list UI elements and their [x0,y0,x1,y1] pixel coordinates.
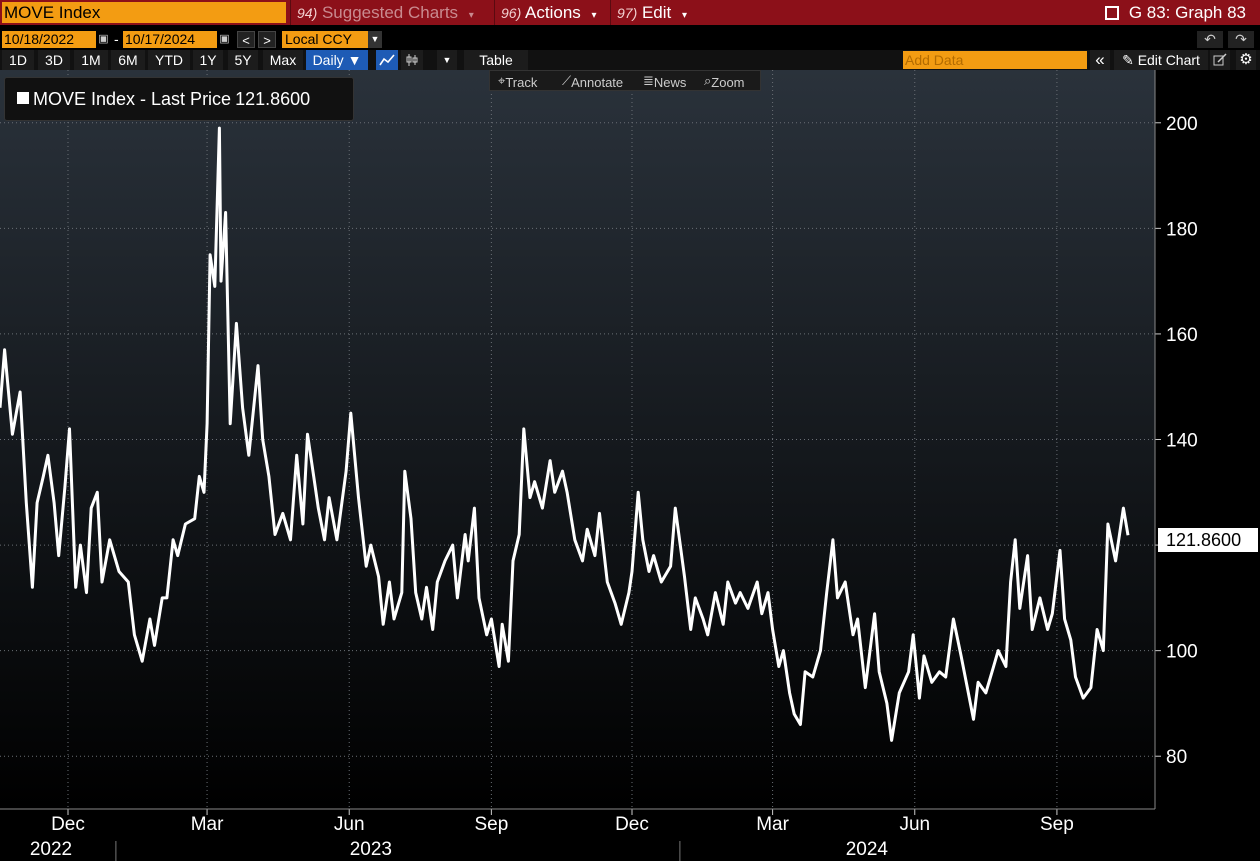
chevron-down-icon: ▾ [468,10,474,21]
frequency-select[interactable]: Daily ▼ [306,50,368,70]
range-1d[interactable]: 1D [2,50,34,70]
year-label: 2022 [30,839,72,860]
news-tool[interactable]: ≣ News [643,73,687,90]
y-tick-label: 100 [1166,642,1198,663]
track-label: Track [505,75,538,90]
currency-label: Local CCY [285,31,352,47]
range-3d[interactable]: 3D [38,50,70,70]
candlestick-glyph [406,54,418,66]
chevron-down-icon: ▾ [591,10,597,21]
chevron-down-icon: ▼ [368,31,382,48]
edit-label: Edit [641,3,672,22]
redo-button[interactable]: ↷ [1228,31,1254,48]
legend-value: 121.8600 [235,89,311,109]
range-1y[interactable]: 1Y [193,50,223,70]
annotate-tool[interactable]: ⟋ Annotate [562,73,624,90]
range-max[interactable]: Max [263,50,303,70]
x-tick-label: Mar [191,814,224,835]
y-tick-label: 80 [1166,747,1187,768]
x-tick-label: Sep [1040,814,1074,835]
chevron-down-icon[interactable]: ▼ [437,50,457,70]
edit-settings-icon[interactable] [1210,50,1230,70]
chart-legend[interactable]: MOVE Index - Last Price 121.8600 [4,77,354,121]
chart-plot[interactable]: 80100120140160180200 DecMarJunSepDecMarJ… [0,70,1260,861]
y-tick-label: 200 [1166,114,1198,135]
last-price-tag: 121.8600 [1158,528,1258,552]
plot-background [0,70,1155,809]
pencil-icon: ✎ [1122,52,1134,68]
y-tick-label: 160 [1166,325,1198,346]
range-1m[interactable]: 1M [74,50,108,70]
legend-swatch [17,92,29,104]
graph-title-text: G 83: Graph 83 [1128,3,1246,22]
y-tick-label: 180 [1166,219,1198,240]
x-tick-label: Mar [756,814,789,835]
track-tool[interactable]: ⌖ Track [498,73,538,90]
y-axis: 80100120140160180200 [1154,70,1198,809]
grid-lines [0,70,1155,809]
range-row: 1D 3D 1M 6M YTD 1Y 5Y Max Daily ▼ ▼ Tabl… [0,50,1260,70]
edit-number: 97) [617,5,638,21]
actions-number: 96) [501,5,522,21]
actions-label: Actions [525,3,581,22]
x-tick-label: Jun [334,814,365,835]
line-chart-icon[interactable] [376,50,398,70]
range-6m[interactable]: 6M [111,50,145,70]
popout-icon[interactable] [1104,6,1119,20]
legend-series-label: MOVE Index - Last Price [33,89,232,109]
candlestick-icon[interactable] [401,50,423,70]
chart-tools-bar: ⌖ Track ⟋ Annotate ≣ News ⌕ Zoom [489,70,761,91]
suggested-charts-number: 94) [297,5,318,21]
edit-settings-glyph [1213,53,1227,66]
prev-period-button[interactable]: < [237,31,255,48]
range-ytd[interactable]: YTD [148,50,190,70]
x-axis: Dec Mar Jun Sep Dec Mar Jun Sep 2022 2023 2024 [0,808,1155,861]
y-tick-label: 140 [1166,431,1198,452]
undo-button[interactable]: ↶ [1197,31,1223,48]
annotate-label: Annotate [571,75,624,90]
date-separator: - [114,31,119,47]
ticker-input[interactable]: MOVE Index [2,2,286,23]
x-tick-label: Dec [51,814,85,835]
calendar-icon[interactable]: ▣ [98,33,109,45]
year-label: 2023 [350,839,392,860]
actions-menu[interactable]: 96) Actions ▾ [494,0,609,25]
currency-select[interactable]: Local CCY ▼ [282,31,382,48]
line-chart-glyph [379,54,395,66]
chevron-down-icon: ▾ [682,10,688,21]
table-button[interactable]: Table [464,50,528,70]
zoom-label: Zoom [711,75,745,90]
collapse-icon[interactable]: « [1090,50,1110,70]
x-tick-label: Sep [474,814,508,835]
calendar-icon[interactable]: ▣ [219,33,230,45]
edit-menu[interactable]: 97) Edit ▾ [610,0,696,25]
zoom-tool[interactable]: ⌕ Zoom [704,73,745,90]
x-tick-label: Dec [615,814,649,835]
graph-title: G 83: Graph 83 [1104,0,1246,25]
edit-chart-button[interactable]: ✎ Edit Chart [1114,50,1208,70]
add-data-input[interactable]: Add Data [903,51,1087,69]
start-date-input[interactable]: 10/18/2022 [2,31,96,48]
x-tick-label: Jun [899,814,930,835]
end-date-input[interactable]: 10/17/2024 [123,31,217,48]
year-label: 2024 [846,839,889,860]
edit-chart-label: Edit Chart [1137,52,1200,68]
suggested-charts-menu[interactable]: 94) Suggested Charts ▾ [290,0,490,25]
gear-icon[interactable]: ⚙ [1236,50,1256,70]
top-menu-bar: MOVE Index 94) Suggested Charts ▾ 96) Ac… [0,0,1260,25]
next-period-button[interactable]: > [258,31,276,48]
range-5y[interactable]: 5Y [228,50,258,70]
news-label: News [653,75,687,90]
date-range-row: 10/18/2022 ▣ - 10/17/2024 ▣ < > Local CC… [0,29,1260,50]
suggested-charts-label: Suggested Charts [321,3,459,22]
series-line-move-index [0,126,1130,742]
